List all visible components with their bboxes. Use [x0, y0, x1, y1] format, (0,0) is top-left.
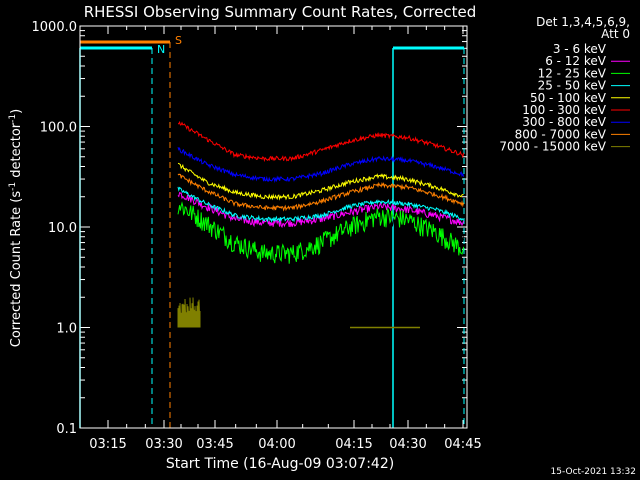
x-axis-label: Start Time (16-Aug-09 03:07:42) — [166, 456, 394, 472]
x-tick-label: 04:00 — [258, 437, 295, 452]
saa-annotation: S — [175, 34, 182, 47]
timestamp: 15-Oct-2021 13:32 — [551, 467, 636, 477]
legend-header-2: Att 0 — [601, 27, 630, 41]
x-tick-label: 04:30 — [389, 437, 426, 452]
legend-header-1: Det 1,3,4,5,6,9, — [536, 15, 630, 29]
y-tick-label: 100.0 — [40, 121, 77, 136]
legend-entry: 25 - 50 keV — [538, 79, 607, 93]
x-tick-label: 04:15 — [335, 437, 372, 452]
x-tick-label: 03:30 — [145, 437, 182, 452]
y-tick-label: 10.0 — [48, 221, 77, 236]
legend-entry: 100 - 300 keV — [522, 103, 606, 117]
legend-entry: 800 - 7000 keV — [515, 127, 607, 141]
plot-frame — [79, 25, 468, 429]
legend-entry: 6 - 12 keV — [545, 54, 607, 68]
y-tick-label: 0.1 — [56, 422, 77, 437]
series-line-12-25keV — [177, 201, 465, 264]
chart-title: RHESSI Observing Summary Count Rates, Co… — [84, 3, 477, 21]
legend-entry: 7000 - 15000 keV — [499, 140, 606, 154]
series-line-50-100keV — [177, 162, 464, 201]
legend-entry: 300 - 800 keV — [522, 115, 606, 129]
series-line-7000-15000keV — [177, 297, 201, 328]
series-line-25-50keV — [177, 186, 464, 223]
series-line-800-7000keV — [177, 173, 465, 212]
legend-entry: 12 - 25 keV — [538, 66, 607, 80]
y-axis-label: Corrected Count Rate (s-1 detector-1) — [8, 109, 24, 347]
night-annotation: N — [157, 43, 165, 56]
x-tick-label: 03:45 — [196, 437, 233, 452]
legend-entry: 50 - 100 keV — [530, 91, 607, 105]
x-tick-label: 04:45 — [444, 437, 481, 452]
y-tick-label: 1000.0 — [32, 20, 78, 35]
x-tick-label: 03:15 — [89, 437, 126, 452]
series-line-100-300keV — [178, 120, 465, 163]
y-tick-label: 1.0 — [56, 322, 77, 337]
series-line-300-800keV — [177, 147, 465, 183]
series-line-6-12keV — [177, 191, 465, 229]
legend-entry: 3 - 6 keV — [553, 42, 607, 56]
